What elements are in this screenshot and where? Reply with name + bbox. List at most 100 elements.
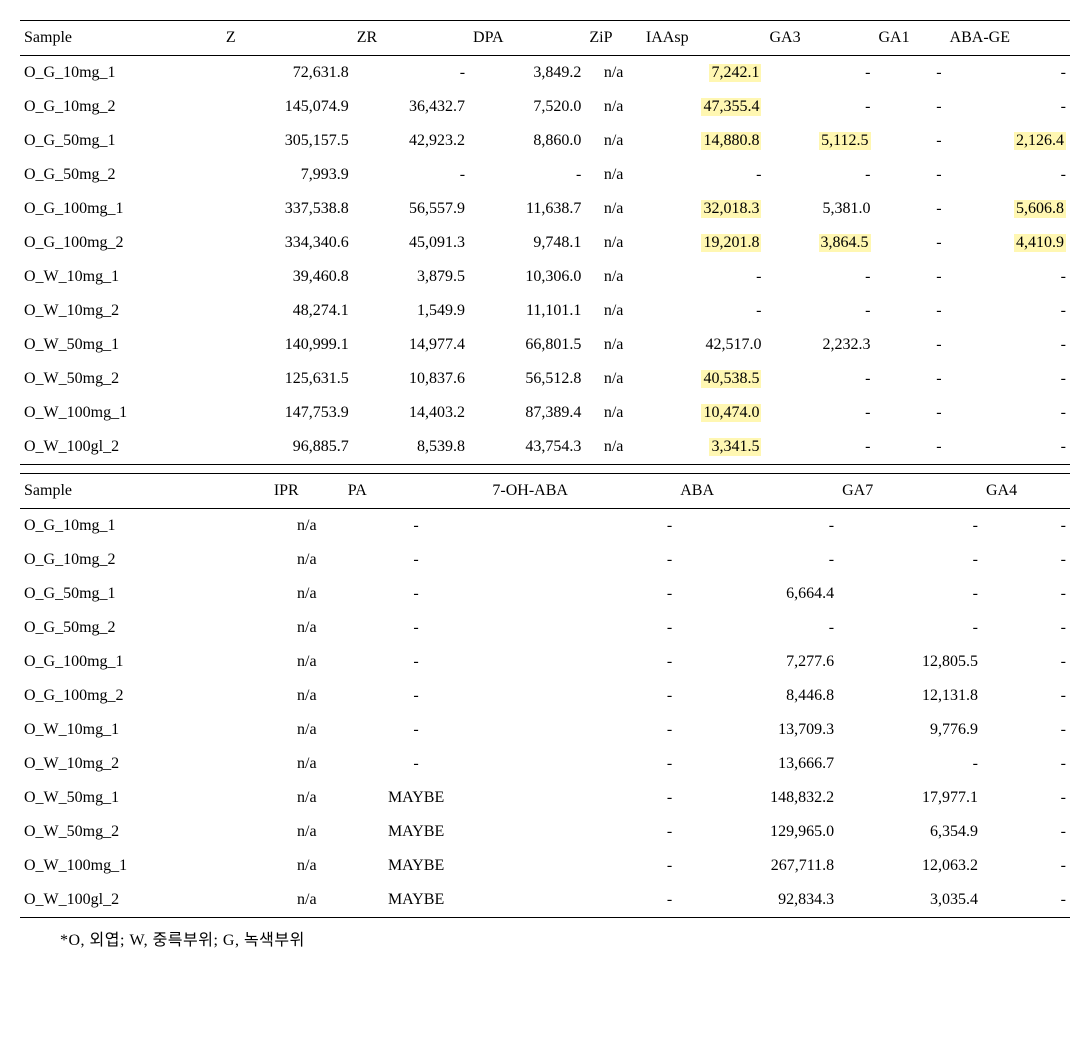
table-row: O_G_100mg_1337,538.856,557.911,638.7n/a3… bbox=[20, 192, 1070, 226]
data-cell: - bbox=[488, 679, 676, 713]
data-cell: - bbox=[946, 328, 1070, 362]
data-cell: 8,446.8 bbox=[676, 679, 838, 713]
data-cell: 145,074.9 bbox=[222, 90, 353, 124]
sample-cell: O_W_100mg_1 bbox=[20, 396, 222, 430]
highlighted-value: 5,112.5 bbox=[819, 132, 870, 150]
table-row: O_W_50mg_1n/aMAYBE-148,832.217,977.1- bbox=[20, 781, 1070, 815]
data-cell: - bbox=[838, 577, 982, 611]
t2-col-aba: ABA bbox=[676, 474, 838, 509]
data-cell: 13,709.3 bbox=[676, 713, 838, 747]
data-cell: - bbox=[982, 781, 1070, 815]
data-cell: - bbox=[875, 328, 946, 362]
data-cell: - bbox=[676, 543, 838, 577]
highlighted-value: 40,538.5 bbox=[701, 370, 761, 388]
table-row: O_G_100mg_2334,340.645,091.39,748.1n/a19… bbox=[20, 226, 1070, 260]
data-cell: n/a bbox=[270, 543, 344, 577]
table-row: O_W_10mg_139,460.83,879.510,306.0n/a---- bbox=[20, 260, 1070, 294]
data-cell: 7,277.6 bbox=[676, 645, 838, 679]
data-cell: 337,538.8 bbox=[222, 192, 353, 226]
data-cell: n/a bbox=[585, 192, 642, 226]
data-cell: - bbox=[982, 543, 1070, 577]
sample-cell: O_G_10mg_2 bbox=[20, 90, 222, 124]
data-cell: - bbox=[344, 679, 489, 713]
data-cell: - bbox=[642, 158, 766, 192]
data-cell: - bbox=[765, 260, 874, 294]
data-cell: 4,410.9 bbox=[946, 226, 1070, 260]
data-cell: n/a bbox=[270, 577, 344, 611]
data-cell: - bbox=[469, 158, 585, 192]
t1-col-aba-ge: ABA-GE bbox=[946, 21, 1070, 56]
data-cell: - bbox=[344, 713, 489, 747]
t1-col-zr: ZR bbox=[353, 21, 469, 56]
sample-cell: O_W_10mg_2 bbox=[20, 747, 270, 781]
data-cell: 334,340.6 bbox=[222, 226, 353, 260]
data-cell: n/a bbox=[585, 328, 642, 362]
data-cell: 6,354.9 bbox=[838, 815, 982, 849]
data-cell: 147,753.9 bbox=[222, 396, 353, 430]
data-cell: 47,355.4 bbox=[642, 90, 766, 124]
data-cell: - bbox=[875, 192, 946, 226]
data-cell: - bbox=[344, 747, 489, 781]
data-cell: - bbox=[765, 56, 874, 91]
data-cell: 43,754.3 bbox=[469, 430, 585, 465]
data-cell: 2,126.4 bbox=[946, 124, 1070, 158]
t1-col-ga3: GA3 bbox=[765, 21, 874, 56]
data-cell: - bbox=[946, 396, 1070, 430]
data-cell: - bbox=[946, 90, 1070, 124]
sample-cell: O_G_100mg_2 bbox=[20, 226, 222, 260]
data-cell: n/a bbox=[585, 56, 642, 91]
table2-head: SampleIPRPA7-OH-ABAABAGA7GA4 bbox=[20, 474, 1070, 509]
sample-cell: O_G_50mg_1 bbox=[20, 577, 270, 611]
data-cell: n/a bbox=[270, 883, 344, 918]
data-cell: - bbox=[488, 781, 676, 815]
data-cell: 10,474.0 bbox=[642, 396, 766, 430]
data-cell: - bbox=[875, 90, 946, 124]
data-cell: n/a bbox=[585, 226, 642, 260]
data-cell: MAYBE bbox=[344, 849, 489, 883]
highlighted-value: 3,341.5 bbox=[709, 438, 761, 456]
table1-body: O_G_10mg_172,631.8-3,849.2n/a7,242.1---O… bbox=[20, 56, 1070, 465]
data-cell: - bbox=[946, 430, 1070, 465]
data-cell: - bbox=[982, 645, 1070, 679]
data-cell: MAYBE bbox=[344, 815, 489, 849]
data-cell: n/a bbox=[270, 679, 344, 713]
data-cell: - bbox=[488, 645, 676, 679]
data-cell: - bbox=[488, 577, 676, 611]
sample-cell: O_W_50mg_2 bbox=[20, 362, 222, 396]
sample-cell: O_W_50mg_1 bbox=[20, 328, 222, 362]
data-cell: n/a bbox=[270, 509, 344, 544]
data-cell: - bbox=[946, 56, 1070, 91]
sample-cell: O_W_10mg_1 bbox=[20, 260, 222, 294]
data-cell: n/a bbox=[585, 158, 642, 192]
data-cell: - bbox=[488, 747, 676, 781]
data-cell: n/a bbox=[585, 294, 642, 328]
data-cell: n/a bbox=[585, 396, 642, 430]
data-cell: 125,631.5 bbox=[222, 362, 353, 396]
data-cell: - bbox=[353, 158, 469, 192]
sample-cell: O_G_10mg_2 bbox=[20, 543, 270, 577]
table-row: O_G_10mg_2145,074.936,432.77,520.0n/a47,… bbox=[20, 90, 1070, 124]
data-cell: 9,776.9 bbox=[838, 713, 982, 747]
data-cell: - bbox=[875, 396, 946, 430]
data-cell: - bbox=[982, 815, 1070, 849]
sample-cell: O_W_10mg_1 bbox=[20, 713, 270, 747]
t2-col-ga7: GA7 bbox=[838, 474, 982, 509]
table1-head: SampleZZRDPAZiPIAAspGA3GA1ABA-GE bbox=[20, 21, 1070, 56]
data-cell: - bbox=[642, 294, 766, 328]
data-cell: - bbox=[982, 849, 1070, 883]
sample-cell: O_W_100gl_2 bbox=[20, 883, 270, 918]
t1-col-ga1: GA1 bbox=[875, 21, 946, 56]
t1-col-dpa: DPA bbox=[469, 21, 585, 56]
t2-col-sample: Sample bbox=[20, 474, 270, 509]
data-cell: 14,403.2 bbox=[353, 396, 469, 430]
table-row: O_G_10mg_2n/a----- bbox=[20, 543, 1070, 577]
t2-col-7-oh-aba: 7-OH-ABA bbox=[488, 474, 676, 509]
data-cell: - bbox=[875, 362, 946, 396]
data-cell: 42,517.0 bbox=[642, 328, 766, 362]
data-cell: MAYBE bbox=[344, 883, 489, 918]
data-cell: 3,849.2 bbox=[469, 56, 585, 91]
data-cell: 267,711.8 bbox=[676, 849, 838, 883]
t2-col-pa: PA bbox=[344, 474, 489, 509]
data-cell: - bbox=[344, 611, 489, 645]
data-cell: 5,606.8 bbox=[946, 192, 1070, 226]
